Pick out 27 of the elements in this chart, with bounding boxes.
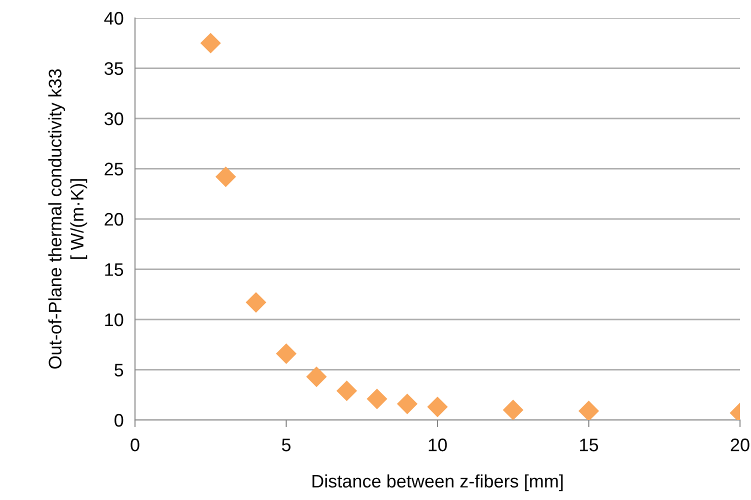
point [502, 400, 524, 420]
y-tick-label: 10 [105, 313, 124, 326]
point [427, 396, 448, 418]
x-tick-label: 0 [130, 438, 140, 452]
y-axis-title: Out-of-Plane thermal conductivity k33 [ W/(m·K)] [48, 69, 88, 369]
y-tick-label: 5 [114, 364, 124, 376]
y-tick-label: 35 [104, 62, 124, 75]
x-tick-label: 15 [580, 438, 598, 452]
x-tick-label: 10 [428, 438, 447, 452]
point [200, 32, 221, 54]
point [366, 388, 388, 410]
point [578, 400, 600, 420]
x-tick-label: 5 [282, 438, 291, 452]
x-axis-title: Distance between z-fibers [mm] [312, 474, 563, 492]
y-tick-label: 30 [104, 112, 124, 126]
point [336, 380, 358, 402]
y-tick-label: 20 [104, 212, 124, 226]
point [215, 166, 236, 188]
y-tick-label: 0 [114, 414, 124, 427]
point [276, 343, 297, 364]
point [396, 394, 418, 414]
y-tick-label: 15 [105, 263, 124, 276]
y-tick-label: 40 [104, 12, 124, 25]
x-tick-label: 20 [730, 438, 750, 452]
point [306, 366, 327, 388]
y-tick-label: 25 [104, 162, 124, 176]
point [246, 292, 266, 313]
